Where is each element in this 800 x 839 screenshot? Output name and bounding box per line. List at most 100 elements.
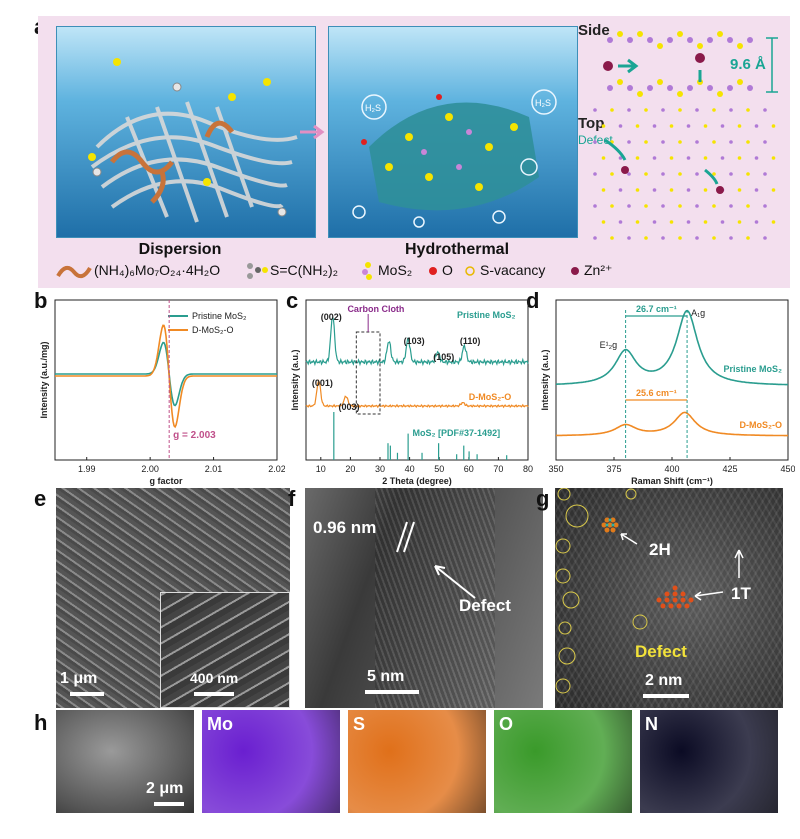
x-tick-label: 2.02 [268,464,285,474]
x-tick-label: 450 [780,464,795,474]
legend-o: O [442,262,453,278]
legend-zn: Zn²⁺ [584,262,613,278]
lattice-atom [686,220,691,224]
lattice-atom [593,172,597,176]
top-view-structure [593,108,776,240]
lattice-atom [746,236,750,240]
hydrothermal-illustration: H₂S H₂S [352,89,557,228]
s-vacancy-icon [465,266,475,276]
series-label-d-mos2-o: D-MoS₂-O [740,420,783,430]
lattice-atom [729,172,733,176]
lattice-atom [678,172,682,176]
lattice-atom [771,220,776,224]
legend-label: D-MoS₂-O [192,325,234,335]
series-line-pristine [556,309,788,386]
element-label: O [499,714,514,734]
x-tick-label: 400 [664,464,679,474]
panel-label-f: f [288,486,296,511]
atomic-lattice [555,488,783,708]
x-tick-label: 20 [345,464,355,474]
peak-label: (001) [312,378,333,388]
lattice-atom [686,188,691,192]
scale-bar-main [70,692,104,696]
lattice-atom [729,204,733,208]
gap-label-pristine: 26.7 cm⁻¹ [636,304,677,314]
x-tick-label: 30 [375,464,385,474]
lattice-atom [763,204,767,208]
defect-label-top-view: Defect [578,133,613,147]
lattice-atom [669,188,674,192]
xrd-chart: 10 20 30 40 50 60 70 80 2 Theta (degree) Intensit… [290,299,533,486]
lattice-atom [686,124,691,128]
defect-arrow-icon [434,565,476,599]
lattice-atom [754,188,759,192]
dispersion-illustration [88,58,298,223]
x-tick-label: 425 [722,464,737,474]
lattice-atom [695,204,699,208]
panel-label-b: b [34,288,48,313]
spacing-label: 0.96 nm [313,518,377,537]
h2s-bubble-label: H₂S [365,103,381,113]
lattice-atom [703,220,708,224]
lattice-atom [737,156,742,160]
lattice-atom [678,140,682,144]
lattice-atom [593,236,597,240]
elemental-map-o: O [494,710,632,813]
label-1t: 1T [731,584,751,603]
panel-label-c: c [286,288,299,313]
lattice-atom [627,140,631,144]
lattice-atom [644,108,648,112]
lattice-atom [635,124,640,128]
oxygen-dot-icon [429,267,437,275]
element-label: S [353,714,366,734]
scale-bar-h [154,802,184,806]
side-label: Side [578,22,610,39]
lattice-atom [720,220,725,224]
lattice-atom [729,108,733,112]
legend-precursor: (NH₄)₆Mo₇O₂₄·4H₂O [94,262,221,278]
scale-label-f: 5 nm [367,668,405,685]
lattice-atom [695,108,699,112]
x-tick-label: 2.00 [141,464,159,474]
series-line-d-mos2-o [55,324,277,429]
lattice-atom [712,204,716,208]
peak-label: (002) [321,312,342,322]
y-axis-label: Intensity (a.u./mg) [39,341,49,418]
peak-label: (105) [433,352,454,362]
lattice-atom [618,220,623,224]
sem-image: 1 μm 400 nm [56,488,290,708]
lattice-atom [593,108,597,112]
lattice-atom [720,156,725,160]
lattice-atom [695,140,699,144]
lattice-atom [669,156,674,160]
lattice-atom [610,236,614,240]
panel-label-e: e [34,486,47,511]
element-label: N [645,714,658,734]
x-tick-label: 50 [434,464,444,474]
defect-circles [555,488,744,694]
y-axis-label: Intensity (a.u.) [290,349,300,410]
legend-thiourea: S=C(NH₂)₂ [270,262,339,278]
lattice-atom [712,108,716,112]
lattice-atom [644,236,648,240]
elemental-map-n: N [640,710,778,813]
zinc-dot-icon [571,267,579,275]
x-tick-label: 40 [405,464,415,474]
epr-chart: 1.99 2.00 2.01 2.02 g factor Intensity (a.u./… [39,299,285,486]
series-label-pristine: Pristine MoS₂ [723,364,782,374]
lattice-atom [763,108,767,112]
series-line-pristine [305,316,529,367]
series-label-pristine: Pristine MoS₂ [457,310,516,320]
legend-label: Pristine MoS₂ [192,311,247,321]
lattice-atom [754,156,759,160]
lattice-atom [763,236,767,240]
lattice-atom [703,188,708,192]
scale-label-g: 2 nm [645,672,683,689]
lattice-atom [771,188,776,192]
peak-label: (003) [339,402,360,412]
lattice-atom [712,172,716,176]
lattice-atom [695,236,699,240]
x-tick-label: 2.01 [205,464,223,474]
lattice-atom [635,156,640,160]
legend-mos2: MoS₂ [378,262,413,278]
